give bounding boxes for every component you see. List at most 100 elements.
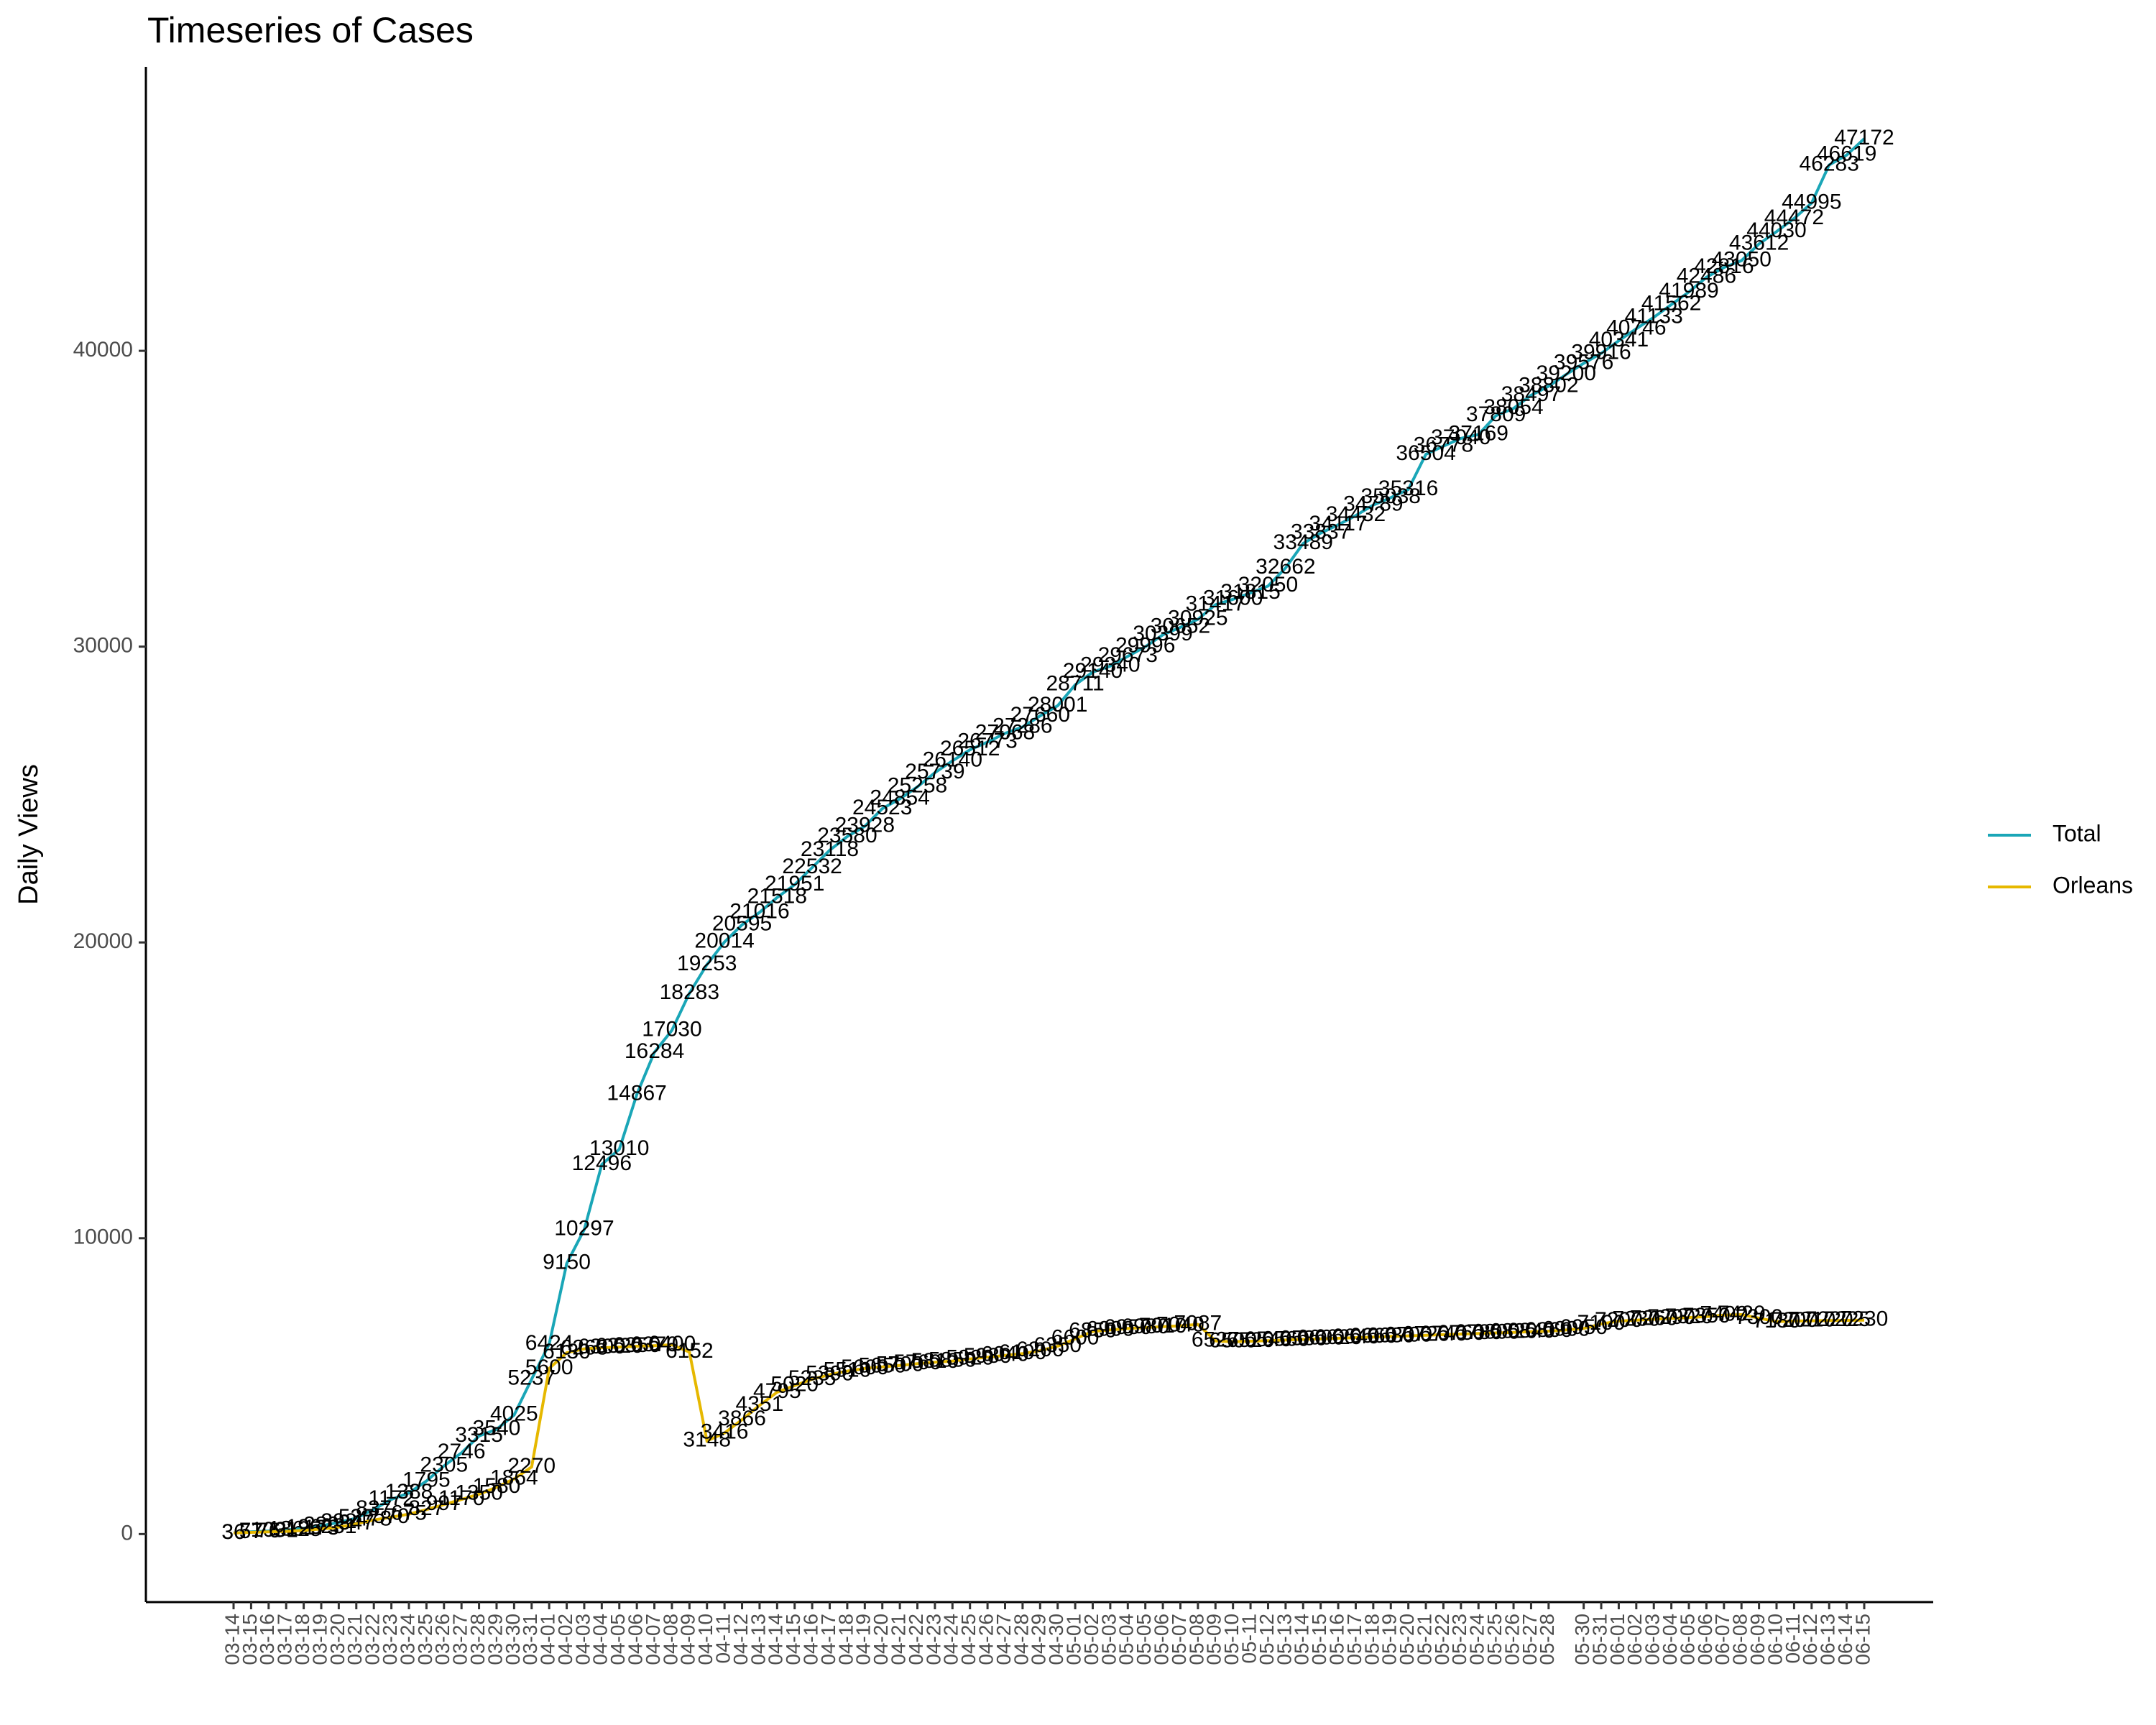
x-tick-label: 05-08	[1185, 1614, 1207, 1665]
data-label: 7200	[1595, 1308, 1643, 1332]
data-label: 1388	[385, 1480, 433, 1504]
data-label: 570	[374, 1504, 410, 1528]
x-tick-label: 05-09	[1203, 1614, 1225, 1665]
data-label: 6520	[1227, 1328, 1275, 1352]
x-tick-label: 04-27	[992, 1614, 1015, 1665]
data-label: 6152	[665, 1339, 714, 1363]
x-tick-label: 06-10	[1764, 1614, 1786, 1665]
x-tick-label: 03-18	[291, 1614, 313, 1665]
data-label: 3540	[473, 1417, 521, 1440]
data-label: 12496	[572, 1151, 632, 1175]
data-label: 231	[321, 1514, 356, 1538]
x-tick-label: 05-21	[1413, 1614, 1435, 1665]
x-tick-label: 05-13	[1273, 1614, 1295, 1665]
data-label: 3315	[455, 1423, 503, 1447]
data-label: 37040	[1431, 426, 1491, 449]
chart-title: Timeseries of Cases	[147, 10, 474, 50]
data-label: 6700	[1384, 1323, 1432, 1347]
x-tick-label: 04-23	[922, 1614, 944, 1665]
x-tick-label: 04-28	[1010, 1614, 1032, 1665]
data-label: 7230	[1841, 1307, 1889, 1331]
x-tick-label: 03-28	[466, 1614, 489, 1665]
data-label: 6350	[1033, 1333, 1082, 1357]
x-tick-label: 06-14	[1834, 1614, 1856, 1665]
data-label: 6820	[1490, 1320, 1538, 1343]
data-label: 5850	[929, 1348, 977, 1371]
data-label: 28711	[1046, 672, 1104, 696]
x-tick-label: 06-15	[1851, 1614, 1874, 1665]
data-label: 5700	[876, 1353, 924, 1376]
data-label: 1170	[438, 1486, 485, 1510]
data-label: 6980	[1121, 1315, 1169, 1338]
data-label: 46619	[1817, 142, 1876, 166]
data-label: 27068	[975, 720, 1035, 744]
data-label: 7040	[1156, 1313, 1204, 1337]
data-label: 44995	[1782, 190, 1841, 213]
x-tick-label: 03-29	[484, 1614, 506, 1665]
data-label: 2746	[438, 1440, 486, 1463]
data-label: 6950	[1560, 1315, 1608, 1339]
data-label: 7100	[1577, 1311, 1626, 1335]
x-tick-label: 04-29	[1028, 1614, 1050, 1665]
data-label: 31815	[1220, 580, 1280, 604]
data-label: 6600	[1296, 1326, 1345, 1350]
data-label: 30925	[1168, 607, 1227, 630]
x-tick-label: 06-03	[1641, 1614, 1664, 1665]
x-tick-label: 04-13	[747, 1614, 769, 1665]
x-tick-label: 05-28	[1536, 1614, 1558, 1665]
data-label: 38497	[1501, 382, 1561, 406]
data-label: 6850	[1069, 1318, 1117, 1342]
data-label: 20014	[694, 929, 754, 953]
x-tick-label: 06-02	[1623, 1614, 1646, 1665]
data-label: 7087	[1174, 1312, 1222, 1335]
data-label: 7420	[1718, 1302, 1766, 1325]
x-tick-label: 03-27	[449, 1614, 471, 1665]
data-label: 6660	[1349, 1324, 1397, 1348]
data-label: 36778	[1414, 433, 1473, 457]
x-tick-label: 05-23	[1448, 1614, 1470, 1665]
data-label: 17030	[642, 1017, 701, 1041]
x-tick-label: 04-06	[625, 1614, 647, 1665]
data-label: 29140	[1063, 659, 1123, 683]
x-tick-label: 03-19	[308, 1614, 331, 1665]
x-tick-label: 04-03	[571, 1614, 594, 1665]
data-label: 30652	[1151, 615, 1210, 638]
data-label: 5810	[911, 1349, 959, 1373]
data-label: 5020	[770, 1373, 819, 1397]
x-tick-label: 03-16	[256, 1614, 278, 1665]
data-label: 196	[286, 1515, 322, 1539]
y-tick-label: 20000	[73, 929, 133, 953]
data-label: 22532	[782, 855, 842, 878]
x-tick-label: 04-10	[694, 1614, 717, 1665]
x-tick-label: 06-04	[1659, 1614, 1681, 1665]
data-label: 5390	[806, 1361, 854, 1385]
data-label: 837	[356, 1496, 392, 1520]
y-axis-label: Daily Views	[14, 764, 44, 905]
data-label: 9150	[543, 1251, 591, 1274]
data-label: 29673	[1098, 643, 1158, 667]
y-tick-label: 40000	[73, 338, 133, 362]
data-label: 21951	[765, 872, 824, 896]
data-label: 21518	[747, 885, 807, 908]
legend-label: Total	[2053, 820, 2101, 846]
data-label: 23928	[835, 813, 895, 837]
series-line	[233, 137, 1866, 1535]
data-label: 41989	[1659, 279, 1718, 303]
data-label: 5600	[525, 1356, 573, 1379]
data-label: 347	[338, 1511, 374, 1535]
x-tick-label: 06-08	[1729, 1614, 1751, 1665]
data-label: 6560	[1261, 1327, 1309, 1351]
data-label: 6200	[1016, 1338, 1064, 1361]
data-label: 44472	[1764, 206, 1824, 229]
x-tick-label: 05-02	[1080, 1614, 1102, 1665]
data-label: 24854	[870, 786, 929, 809]
data-label: 6950	[1104, 1315, 1152, 1339]
x-tick-label: 04-07	[642, 1614, 664, 1665]
x-tick-label: 05-10	[1220, 1614, 1243, 1665]
data-label: 7320	[1665, 1305, 1713, 1328]
x-tick-label: 03-15	[239, 1614, 261, 1665]
legend-label: Orleans	[2053, 872, 2133, 898]
data-label: 7230	[1612, 1307, 1660, 1331]
x-tick-label: 06-01	[1606, 1614, 1628, 1665]
